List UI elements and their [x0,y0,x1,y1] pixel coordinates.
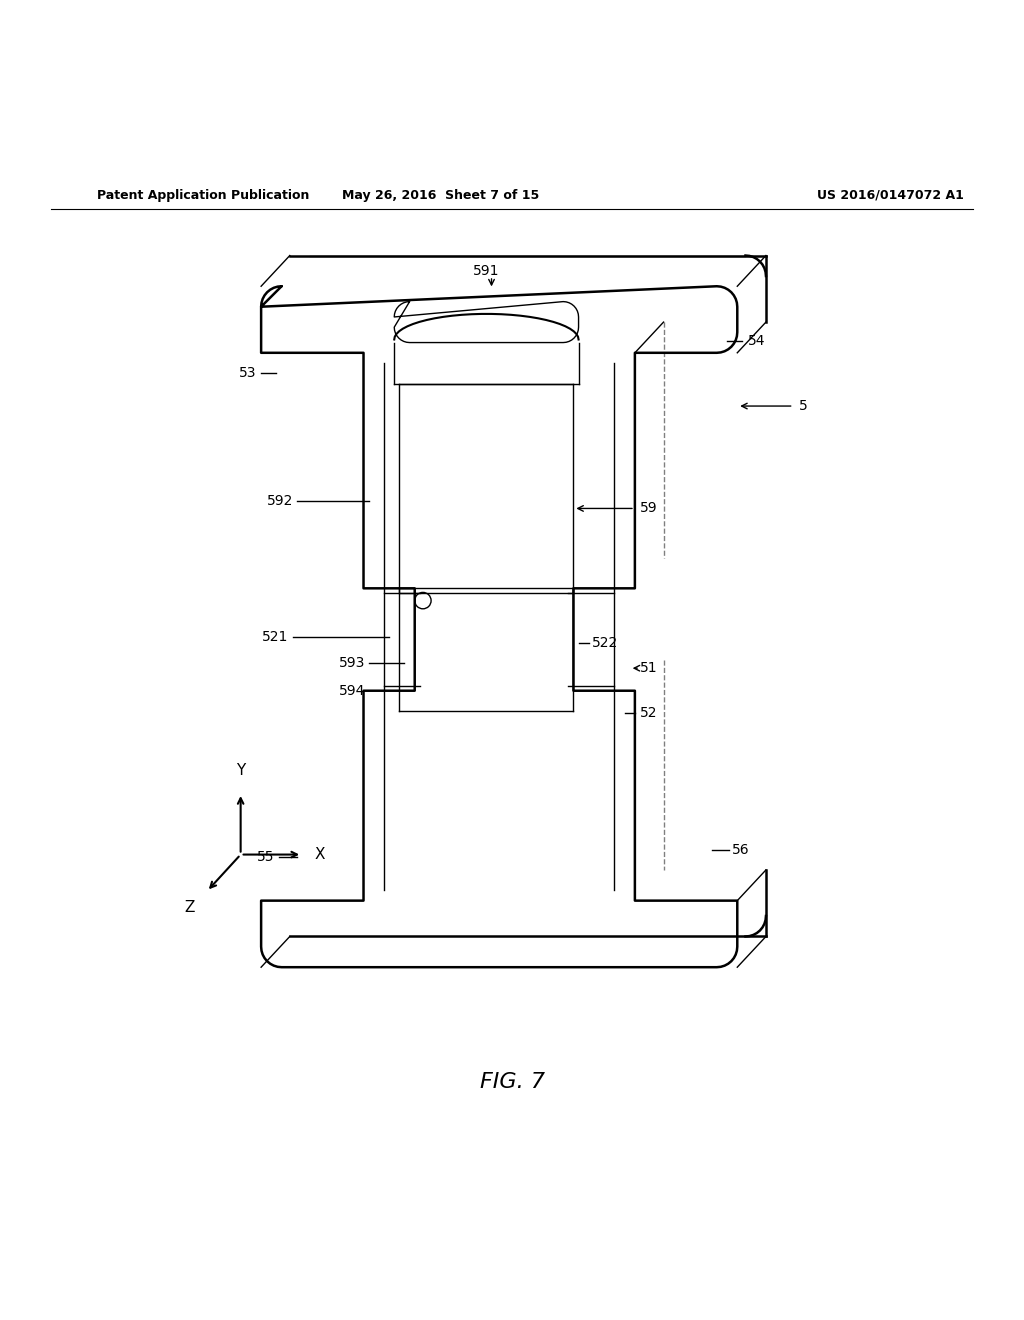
Text: 59: 59 [640,502,657,515]
Text: 592: 592 [266,494,293,508]
Text: 522: 522 [592,636,618,649]
Text: Z: Z [184,900,195,915]
Text: May 26, 2016  Sheet 7 of 15: May 26, 2016 Sheet 7 of 15 [342,189,539,202]
Text: 593: 593 [339,656,366,671]
Text: 52: 52 [640,706,657,721]
Text: 591: 591 [473,264,500,279]
Text: X: X [314,847,325,862]
Text: Patent Application Publication: Patent Application Publication [97,189,309,202]
Text: Y: Y [236,763,246,777]
Text: 51: 51 [640,661,657,676]
Text: FIG. 7: FIG. 7 [479,1072,545,1092]
Text: 56: 56 [732,843,750,858]
Text: 53: 53 [239,366,256,380]
Text: 594: 594 [339,684,366,698]
Text: US 2016/0147072 A1: US 2016/0147072 A1 [817,189,965,202]
Text: 5: 5 [799,399,808,413]
Text: 55: 55 [257,850,274,863]
Text: 521: 521 [262,631,289,644]
Text: 54: 54 [748,334,765,347]
